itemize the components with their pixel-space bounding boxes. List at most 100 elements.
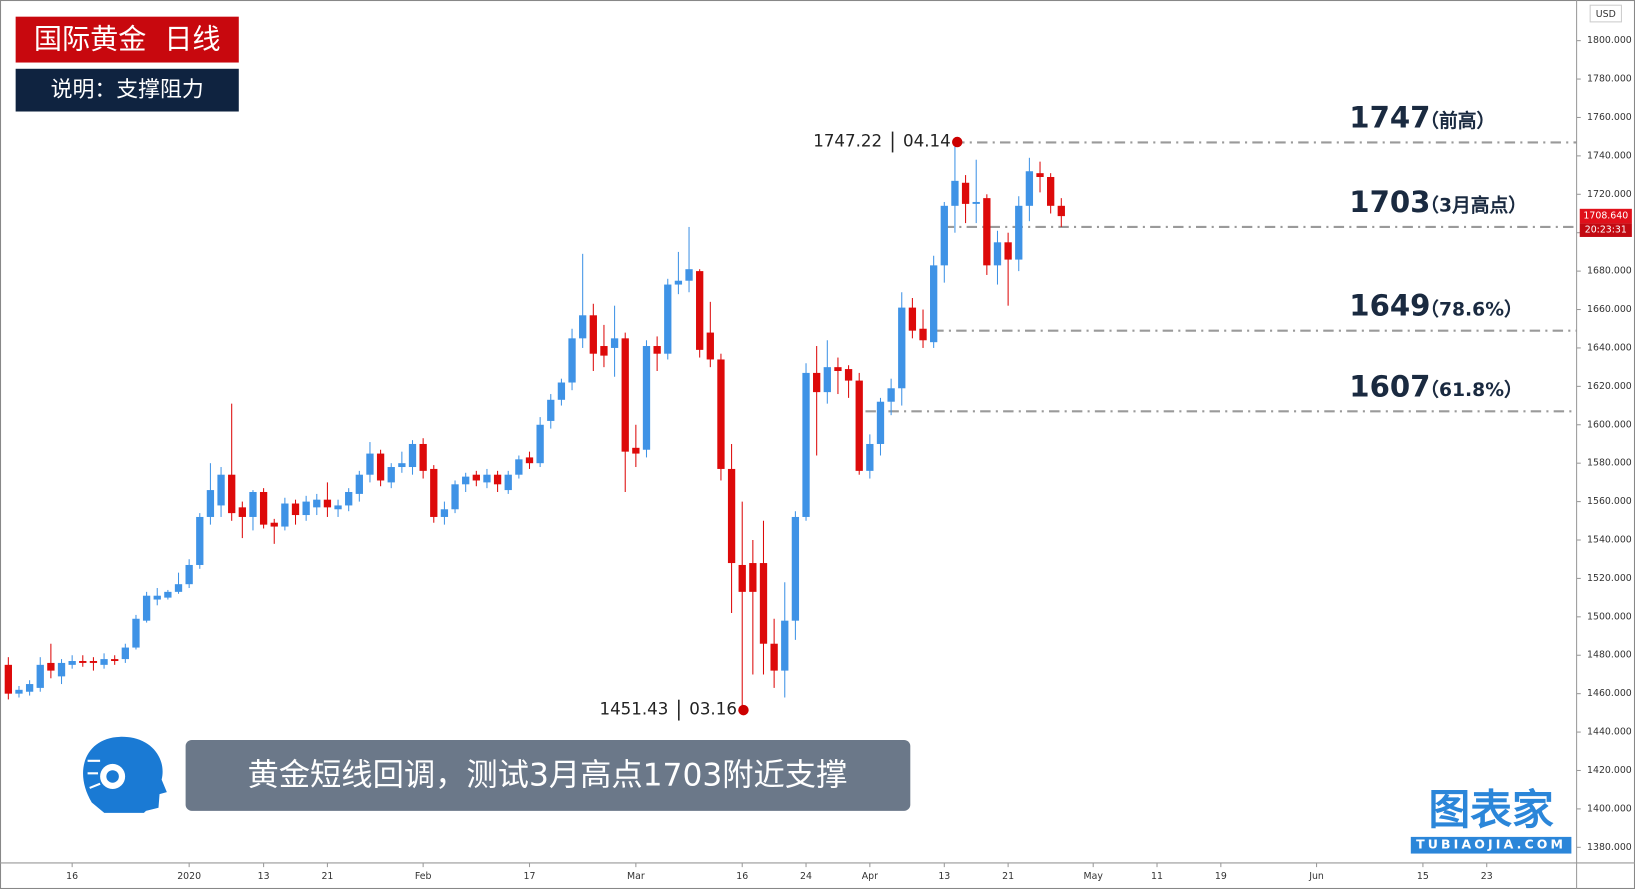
candle-body <box>57 662 66 677</box>
countdown: 20:23:31 <box>1585 225 1627 236</box>
candle-body <box>206 490 215 517</box>
candle-body <box>674 280 683 285</box>
candle-body <box>15 689 23 694</box>
y-tick-label: 1380.000 <box>1587 842 1632 853</box>
candle-body <box>706 332 714 360</box>
x-tick-label: 15 <box>1417 871 1429 882</box>
last-price-box <box>1579 208 1632 224</box>
banner-box <box>185 739 911 811</box>
x-tick-label: 19 <box>1215 871 1227 882</box>
title: 国际黄金 日线 <box>34 23 221 56</box>
currency: USD <box>1596 9 1616 20</box>
level-note: （78.6%） <box>1420 297 1523 320</box>
candle-body <box>164 591 172 598</box>
candle-body <box>451 484 459 510</box>
y-tick-label: 1760.000 <box>1587 112 1632 123</box>
candle-body <box>579 315 587 339</box>
candle-body <box>983 198 991 266</box>
plot-area: 1747（前高） 1703（3月高点） 1649（78.6%） 1607（61.8%）… <box>4 101 1577 721</box>
x-tick-label: 23 <box>1481 871 1493 882</box>
banner: 黄金短线回调，测试3月高点1703附近支撑 <box>247 757 847 793</box>
candle-body <box>930 265 938 343</box>
candle-body <box>174 584 183 592</box>
candle-body <box>302 501 310 516</box>
y-tick-label: 1800.000 <box>1587 35 1632 46</box>
candle-body <box>89 661 98 663</box>
candle-body <box>142 595 151 621</box>
candle-body <box>568 338 576 383</box>
candle-body <box>898 307 906 389</box>
candle-body <box>940 205 948 266</box>
candle-body <box>36 664 44 688</box>
candle-body <box>1036 173 1044 178</box>
candle-body <box>536 424 544 464</box>
candle-body <box>419 443 427 471</box>
y-tick-label: 1680.000 <box>1587 266 1632 277</box>
candle-body <box>68 661 76 665</box>
candle-body <box>770 643 778 671</box>
candle-body <box>345 491 353 506</box>
candle-body <box>238 507 246 517</box>
candle-body <box>355 474 363 494</box>
candle-body <box>844 369 853 381</box>
x-tick-label: May <box>1084 871 1104 882</box>
candle-body <box>259 491 268 525</box>
candle-body <box>483 474 491 483</box>
candle-body <box>217 474 225 506</box>
candle-body <box>547 399 555 421</box>
candle-body <box>738 564 746 592</box>
logo-url-box <box>1410 836 1572 854</box>
candle-body <box>1015 205 1023 260</box>
x-tick-label: 16 <box>736 871 748 882</box>
y-tick-label: 1560.000 <box>1587 496 1632 507</box>
level-value: 1649 <box>1349 289 1430 323</box>
x-tick-label: 11 <box>1151 871 1163 882</box>
candle-body <box>153 595 161 600</box>
candle-body <box>1025 171 1034 206</box>
y-tick-label: 1780.000 <box>1587 74 1632 85</box>
candle-body <box>79 661 87 663</box>
candle-body <box>993 242 1002 266</box>
candle-body <box>100 659 108 665</box>
y-tick-label: 1620.000 <box>1587 381 1632 392</box>
candle-body <box>685 269 693 281</box>
level-value: 1703 <box>1349 185 1430 219</box>
candle-body <box>1057 205 1065 217</box>
x-tick-label: 17 <box>524 871 536 882</box>
candle-body <box>610 338 619 348</box>
candle-body <box>121 647 129 660</box>
y-tick-label: 1640.000 <box>1587 342 1632 353</box>
candle-body <box>472 474 480 481</box>
x-tick-label: Apr <box>862 871 878 882</box>
candle-body <box>653 346 661 354</box>
candle-body <box>281 503 289 527</box>
x-tick-label: Feb <box>415 871 432 882</box>
candle-body <box>25 684 34 692</box>
subtitle-box <box>15 68 239 112</box>
logo-icon <box>83 736 167 813</box>
level-note: （前高） <box>1420 109 1495 132</box>
candle-body <box>228 474 236 514</box>
candle-body <box>376 453 385 481</box>
candle-body <box>727 468 736 564</box>
candle-body <box>696 271 704 350</box>
candle-body <box>398 463 406 468</box>
x-tick-label: 21 <box>1002 871 1014 882</box>
candle-body <box>1047 177 1055 206</box>
logo-name: 图表家 <box>1429 785 1554 834</box>
candle-body <box>1004 242 1012 260</box>
candle-body <box>430 468 438 517</box>
y-tick-label: 1740.000 <box>1587 150 1632 161</box>
candle-body <box>196 516 204 565</box>
candle-body <box>887 388 895 402</box>
y-tick-label: 1400.000 <box>1587 803 1632 814</box>
countdown-box <box>1579 223 1632 237</box>
candle-body <box>366 453 374 475</box>
candle-body <box>791 516 800 621</box>
x-tick-label: 13 <box>258 871 270 882</box>
candle-body <box>440 509 449 517</box>
y-tick-label: 1540.000 <box>1587 535 1632 546</box>
candle-body <box>323 499 332 508</box>
candle-body <box>291 503 300 516</box>
